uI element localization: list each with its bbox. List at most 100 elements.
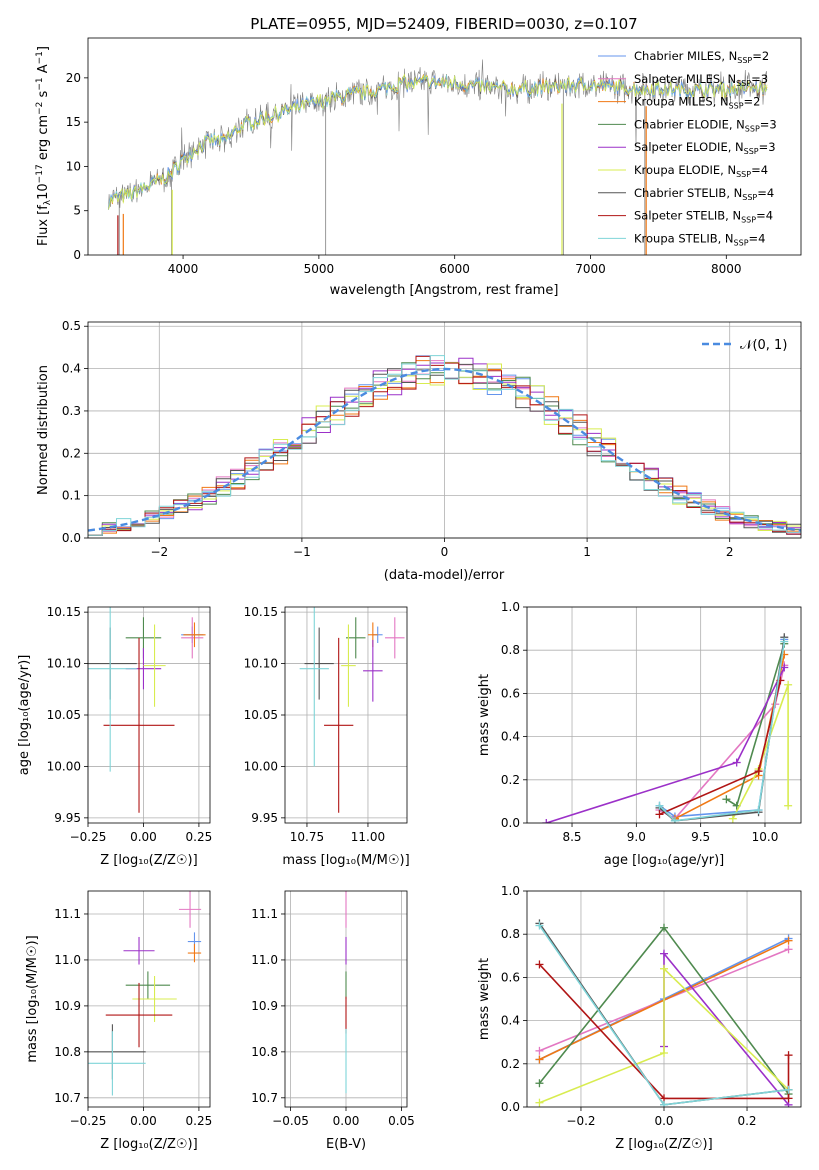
y-tick-label: 0.8	[501, 927, 520, 941]
mw-age-ylabel: mass weight	[477, 674, 492, 756]
mw-z-xlabel: Z [log₁₀(Z/Z☉)]	[615, 1137, 712, 1152]
y-tick-label: 10.7	[251, 1091, 278, 1105]
y-tick-label: 0.2	[501, 1057, 520, 1071]
y-tick-label: 0.2	[501, 773, 520, 787]
age-mass-frame	[284, 606, 408, 824]
legend-label: Kroupa MILES, NSSP=2	[634, 95, 760, 111]
y-tick-label: 15	[66, 115, 81, 129]
y-tick-label: 10.00	[244, 759, 278, 773]
legend-label: Chabrier STELIB, NSSP=4	[634, 186, 774, 202]
normal-legend-label: 𝒩(0, 1)	[740, 338, 787, 353]
histogram-frame	[87, 321, 802, 539]
x-tick-label: 5000	[304, 262, 335, 276]
x-tick-label: 0.0	[654, 1114, 673, 1128]
y-tick-label: 0.4	[501, 730, 520, 744]
x-tick-label: −0.25	[70, 1114, 107, 1128]
legend-label: Chabrier ELODIE, NSSP=3	[634, 117, 777, 133]
mass-ebv-frame	[284, 890, 408, 1108]
y-tick-label: 10.10	[244, 657, 278, 671]
mass-z-frame	[87, 890, 211, 1108]
age-vs-z-panel: −0.25 0.00 0.25 9.95 10.00 10.05 10.10 10.15 Z …	[17, 605, 213, 868]
x-tick-label: 4000	[168, 262, 199, 276]
mw-age-xlabel: age [log₁₀(age/yr)]	[604, 853, 725, 868]
y-tick-label: 0.0	[501, 1100, 520, 1114]
x-tick-label: 10.0	[752, 830, 779, 844]
legend-label: Salpeter STELIB, NSSP=4	[634, 209, 773, 225]
x-tick-label: 9.5	[691, 830, 710, 844]
mass-weight-vs-age-panel: 8.5 9.0 9.5 10.0 0.0 0.2 0.4 0.6 0.8 1.0 age [log…	[477, 600, 802, 868]
y-tick-label: 10.8	[54, 1045, 81, 1059]
error-bars	[88, 891, 202, 1096]
legend-label: Chabrier MILES, NSSP=2	[634, 49, 769, 65]
x-tick-label: 0.05	[388, 1114, 415, 1128]
y-tick-label: 1.0	[501, 884, 520, 898]
y-tick-label: 9.95	[54, 811, 81, 825]
age-z-xlabel: Z [log₁₀(Z/Z☉)]	[100, 853, 197, 868]
y-tick-label: 10	[66, 159, 81, 173]
y-tick-label: 20	[66, 71, 81, 85]
x-tick-label: 0	[441, 545, 449, 559]
y-tick-label: 11.1	[251, 907, 278, 921]
y-tick-label: 10.15	[244, 605, 278, 619]
x-tick-label: 7000	[575, 262, 606, 276]
legend-label: Kroupa ELODIE, NSSP=4	[634, 163, 768, 179]
y-tick-label: 5	[73, 204, 81, 218]
y-tick-label: 0	[73, 248, 81, 262]
x-tick-label: −0.05	[272, 1114, 309, 1128]
y-tick-label: 10.05	[244, 708, 278, 722]
spectrum-ylabel: Flux [fλ10−17 erg cm−2 s−1 A−1]	[35, 46, 53, 246]
x-tick-label: 6000	[439, 262, 470, 276]
x-tick-label: 8000	[711, 262, 742, 276]
age-mass-xlabel: mass [log₁₀(M/M☉)]	[282, 853, 409, 868]
x-tick-label: 0.25	[186, 1114, 213, 1128]
error-bars	[88, 607, 206, 813]
histogram-ylabel: Normed distribution	[36, 365, 51, 495]
error-bars	[299, 607, 405, 813]
y-tick-label: 10.9	[54, 999, 81, 1013]
x-tick-label: 0.25	[186, 830, 213, 844]
legend-label: Salpeter ELODIE, NSSP=3	[634, 140, 776, 156]
mass-ebv-xlabel: E(B-V)	[326, 1137, 366, 1152]
mass-vs-z-panel: −0.25 0.00 0.25 10.7 10.8 10.9 11.0 11.1 Z [log…	[25, 890, 213, 1152]
spectrum-legend: Chabrier MILES, NSSP=2 Salpeter MILES, NS…	[598, 49, 777, 247]
x-tick-label: 0.00	[333, 1114, 360, 1128]
age-z-frame	[87, 606, 211, 824]
y-tick-label: 0.4	[501, 1014, 520, 1028]
y-tick-label: 11.0	[54, 953, 81, 967]
y-tick-label: 10.8	[251, 1045, 278, 1059]
legend-label: Kroupa STELIB, NSSP=4	[634, 231, 765, 247]
y-tick-label: 0.0	[501, 816, 520, 830]
y-tick-label: 0.2	[62, 446, 81, 460]
mass-weight-line	[538, 963, 790, 1100]
model-spectrum-line	[108, 73, 768, 210]
y-tick-label: 0.6	[501, 970, 520, 984]
mw-z-ylabel: mass weight	[477, 958, 492, 1040]
mw-z-frame	[526, 890, 802, 1108]
y-tick-label: 0.3	[62, 404, 81, 418]
model-spectrum-line	[108, 74, 768, 210]
model-spectrum-line	[108, 75, 768, 210]
y-tick-label: 10.9	[251, 999, 278, 1013]
x-tick-label: 1	[583, 545, 591, 559]
histogram-legend: 𝒩(0, 1)	[702, 338, 787, 353]
mass-weight-line	[658, 641, 786, 822]
x-tick-label: 0.2	[737, 1114, 756, 1128]
x-tick-label: 8.5	[562, 830, 581, 844]
mass-weight-lines	[535, 919, 793, 1107]
y-tick-label: 0.6	[501, 686, 520, 700]
mass-weight-vs-z-panel: −0.2 0.0 0.2 0.0 0.2 0.4 0.6 0.8 1.0 Z [log₁₀(Z/…	[477, 884, 802, 1152]
normal-curve	[88, 367, 801, 532]
x-tick-label: 9.0	[627, 830, 646, 844]
y-tick-label: 9.95	[251, 811, 278, 825]
y-tick-label: 0.0	[62, 531, 81, 545]
x-tick-label: −0.25	[70, 830, 107, 844]
histogram-step-line	[88, 355, 801, 536]
x-tick-label: −2	[150, 545, 168, 559]
y-tick-label: 10.7	[54, 1091, 81, 1105]
spectrum-xlabel: wavelength [Angstrom, rest frame]	[330, 283, 559, 298]
y-tick-label: 11.0	[251, 953, 278, 967]
mass-weight-line	[732, 684, 789, 820]
histogram-panel: −2 −1 0 1 2 0.0 0.1 0.2 0.3 0.4 0.5 (data-model)/e…	[36, 319, 802, 583]
y-tick-label: 0.5	[62, 319, 81, 333]
